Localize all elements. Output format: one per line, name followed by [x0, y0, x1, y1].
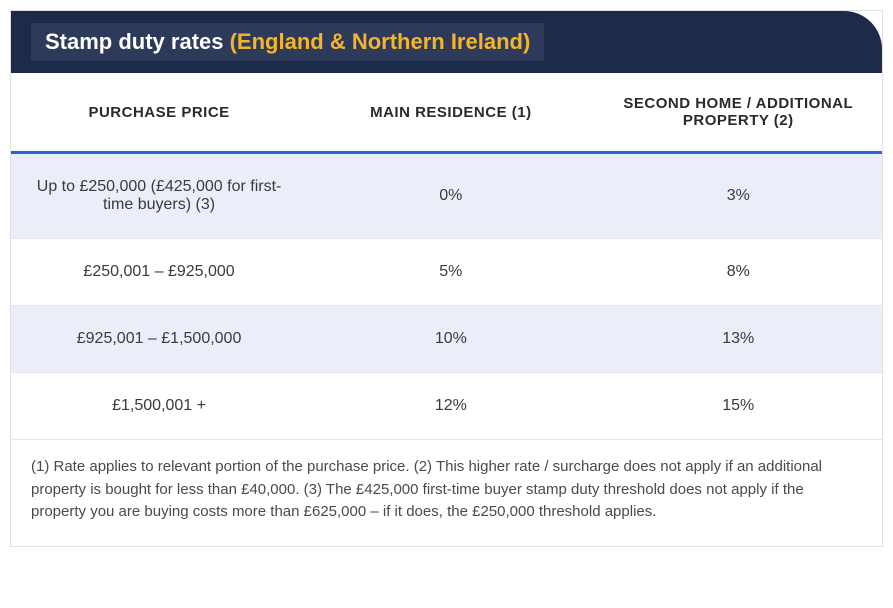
cell-second: 13%: [595, 306, 882, 373]
cell-main: 10%: [307, 306, 594, 373]
col-header-purchase-price: PURCHASE PRICE: [11, 73, 307, 153]
rates-table: PURCHASE PRICE MAIN RESIDENCE (1) SECOND…: [11, 73, 882, 439]
card-title-gold: (England & Northern Ireland): [230, 29, 531, 54]
cell-second: 15%: [595, 373, 882, 440]
col-header-second-home: SECOND HOME / ADDITIONAL PROPERTY (2): [595, 73, 882, 153]
cell-price: £250,001 – £925,000: [11, 239, 307, 306]
table-row: £250,001 – £925,000 5% 8%: [11, 239, 882, 306]
cell-price: Up to £250,000 (£425,000 for first-time …: [11, 153, 307, 239]
table-row: £925,001 – £1,500,000 10% 13%: [11, 306, 882, 373]
stamp-duty-card: Stamp duty rates (England & Northern Ire…: [10, 10, 883, 547]
card-header: Stamp duty rates (England & Northern Ire…: [11, 11, 882, 73]
cell-price: £925,001 – £1,500,000: [11, 306, 307, 373]
table-row: Up to £250,000 (£425,000 for first-time …: [11, 153, 882, 239]
table-header-row: PURCHASE PRICE MAIN RESIDENCE (1) SECOND…: [11, 73, 882, 153]
col-header-main-residence: MAIN RESIDENCE (1): [307, 73, 594, 153]
cell-price: £1,500,001 +: [11, 373, 307, 440]
cell-main: 0%: [307, 153, 594, 239]
cell-main: 5%: [307, 239, 594, 306]
card-title-wrap: Stamp duty rates (England & Northern Ire…: [31, 23, 544, 61]
cell-second: 8%: [595, 239, 882, 306]
cell-second: 3%: [595, 153, 882, 239]
cell-main: 12%: [307, 373, 594, 440]
footnote-text: (1) Rate applies to relevant portion of …: [11, 439, 882, 546]
table-row: £1,500,001 + 12% 15%: [11, 373, 882, 440]
card-title-white: Stamp duty rates: [45, 29, 230, 54]
